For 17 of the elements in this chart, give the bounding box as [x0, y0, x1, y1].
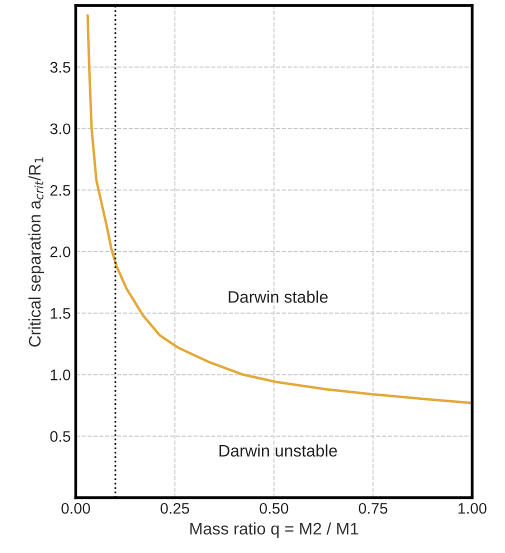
- y-tick-label: 1.5: [50, 308, 70, 319]
- x-tick-label: 0.75: [358, 502, 388, 514]
- annotation: Darwin stable: [228, 290, 328, 303]
- y-axis-title: Critical separation a$_{crit}$/R$_{1}$: [28, 157, 44, 347]
- annotation: Darwin unstable: [220, 444, 337, 457]
- x-tick-label: 0.25: [160, 502, 190, 514]
- x-axis-title: Mass ratio q = M2 / M1: [190, 522, 358, 538]
- y-tick-label: 3.0: [50, 123, 70, 134]
- y-tick-label: 2.5: [50, 184, 70, 196]
- y-tick-label: 0.5: [50, 431, 70, 442]
- y-tick-label: 1.0: [50, 370, 70, 380]
- x-tick-label: 1.00: [458, 502, 486, 514]
- y-tick-label: 3.5: [50, 62, 70, 73]
- x-tick-label: 0.00: [61, 502, 90, 514]
- line-series: [86, 14, 472, 404]
- y-tick-label: 2.0: [50, 246, 70, 258]
- x-tick-label: 0.50: [260, 502, 288, 514]
